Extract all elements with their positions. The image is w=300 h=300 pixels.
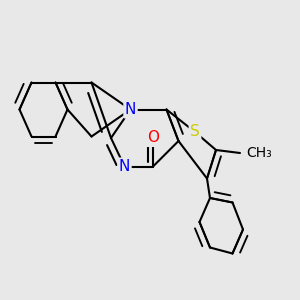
Text: N: N: [119, 159, 130, 174]
Text: O: O: [147, 130, 159, 146]
Text: CH₃: CH₃: [246, 146, 272, 160]
Text: S: S: [190, 124, 200, 140]
Text: N: N: [125, 102, 136, 117]
